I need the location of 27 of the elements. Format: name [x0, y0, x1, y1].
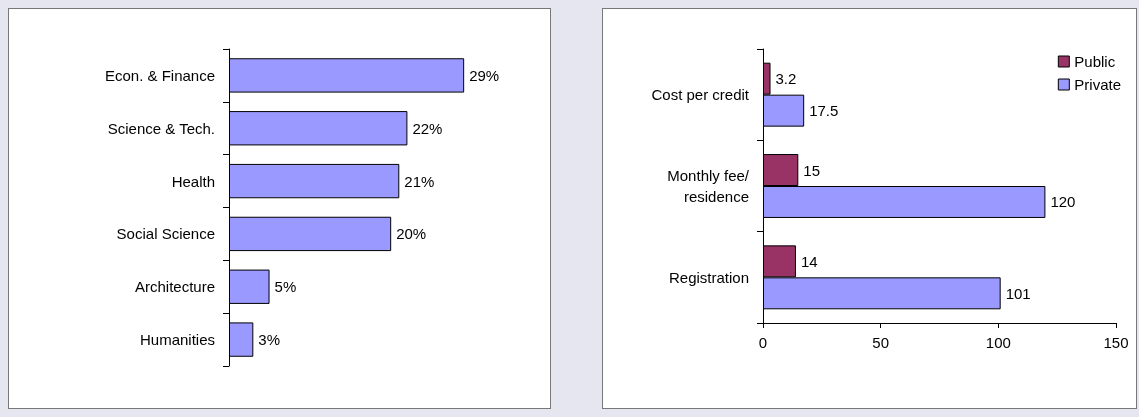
legend-label: Private [1074, 76, 1121, 93]
y-tick-label: Architecture [134, 278, 215, 296]
y-tick-label: Health [171, 172, 215, 190]
x-tick-label: 150 [1103, 334, 1129, 351]
y-tick-label: Science & Tech. [107, 119, 215, 137]
y-tick-label: Humanities [139, 331, 215, 349]
data-label: 21% [404, 172, 435, 190]
legend-label: Public [1074, 53, 1116, 70]
y-tick-label: Social Science [116, 225, 215, 243]
y-tick-label: Registration [668, 268, 749, 286]
data-label: 120 [1050, 193, 1076, 211]
data-label: 29% [469, 66, 500, 84]
data-label: 14 [800, 252, 818, 270]
x-tick-label: 0 [758, 334, 768, 351]
y-tick-label: Monthly fee/residence [667, 167, 750, 205]
data-label: 20% [396, 225, 427, 243]
data-label: 17.5 [809, 102, 839, 120]
y-tick-label: Cost per credit [651, 86, 750, 104]
data-label: 15 [803, 161, 820, 179]
data-label: 3% [258, 331, 281, 349]
data-label: 3.2 [775, 70, 797, 88]
y-tick-label: Econ. & Finance [104, 66, 215, 84]
x-tick-label: 50 [872, 334, 890, 351]
x-tick-label: 100 [985, 334, 1011, 351]
data-label: 5% [274, 278, 297, 296]
data-label: 22% [412, 119, 443, 137]
data-label: 101 [1005, 284, 1031, 302]
